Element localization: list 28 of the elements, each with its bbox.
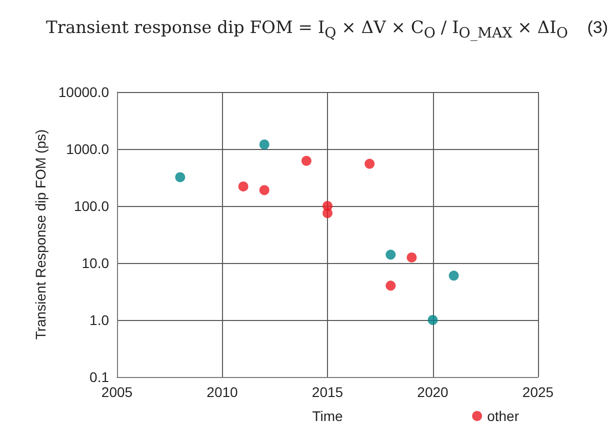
y-tick-label: 100.0 (74, 198, 110, 214)
x-tick-label: 2010 (206, 384, 238, 400)
point (301, 156, 312, 166)
y-tick-label: 10000.0 (58, 84, 110, 100)
x-tick-label: 2015 (312, 384, 344, 400)
x-tick-label: 2020 (417, 384, 449, 400)
x-tick-label: 2005 (101, 384, 133, 400)
point (406, 252, 417, 262)
x-tick-label: 2025 (522, 384, 554, 400)
y-tick-label: 1.0 (90, 312, 110, 328)
legend-label: other (487, 408, 520, 424)
point (386, 280, 396, 291)
x-axis-title: Time (312, 408, 344, 424)
point (259, 185, 270, 196)
point (448, 270, 459, 281)
y-tick-label: 1000.0 (66, 141, 110, 157)
text: Transient response dip FOM = I$_{Q}$ × ΔV × C$_{O}$ / I$_{O_MAX}$ × ΔI$_{O}$ (46, 18, 568, 42)
point (322, 208, 332, 218)
point (238, 181, 248, 192)
point (259, 139, 270, 150)
point (175, 172, 186, 182)
y-tick-label: 10.0 (82, 255, 110, 271)
text: (3) (587, 18, 608, 38)
y-axis-title: Transient Response dip FOM (ps) (32, 129, 48, 340)
point (364, 158, 375, 169)
point (428, 315, 438, 325)
y-tick-label: 0.1 (90, 369, 110, 385)
point (386, 250, 396, 260)
